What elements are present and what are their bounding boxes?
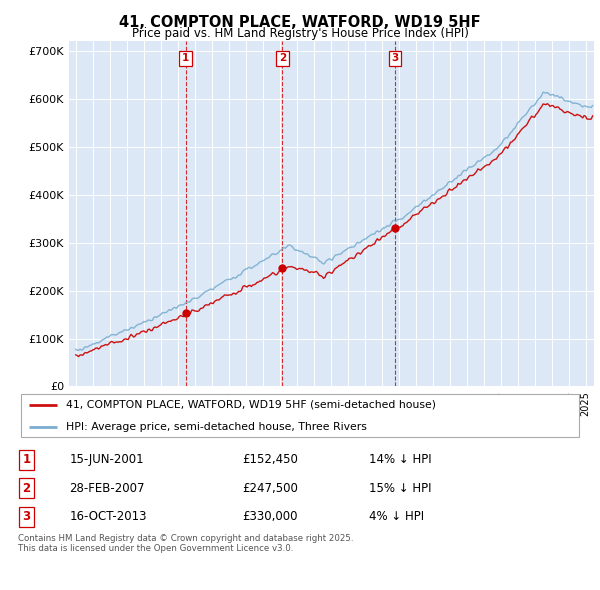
Text: Price paid vs. HM Land Registry's House Price Index (HPI): Price paid vs. HM Land Registry's House … bbox=[131, 27, 469, 40]
Text: 15% ↓ HPI: 15% ↓ HPI bbox=[369, 481, 431, 495]
Text: 3: 3 bbox=[391, 53, 398, 63]
Text: 4% ↓ HPI: 4% ↓ HPI bbox=[369, 510, 424, 523]
Text: 1: 1 bbox=[22, 453, 31, 466]
Text: 16-OCT-2013: 16-OCT-2013 bbox=[70, 510, 147, 523]
Text: 15-JUN-2001: 15-JUN-2001 bbox=[70, 453, 144, 466]
Text: HPI: Average price, semi-detached house, Three Rivers: HPI: Average price, semi-detached house,… bbox=[66, 422, 367, 432]
Text: Contains HM Land Registry data © Crown copyright and database right 2025.
This d: Contains HM Land Registry data © Crown c… bbox=[18, 534, 353, 553]
Text: 2: 2 bbox=[22, 481, 31, 495]
Text: 1: 1 bbox=[182, 53, 189, 63]
Text: 2: 2 bbox=[279, 53, 286, 63]
Text: 14% ↓ HPI: 14% ↓ HPI bbox=[369, 453, 432, 466]
Text: £247,500: £247,500 bbox=[242, 481, 298, 495]
Text: £330,000: £330,000 bbox=[242, 510, 298, 523]
FancyBboxPatch shape bbox=[21, 394, 579, 437]
Text: 3: 3 bbox=[22, 510, 31, 523]
Text: £152,450: £152,450 bbox=[242, 453, 298, 466]
Text: 41, COMPTON PLACE, WATFORD, WD19 5HF (semi-detached house): 41, COMPTON PLACE, WATFORD, WD19 5HF (se… bbox=[66, 399, 436, 409]
Text: 41, COMPTON PLACE, WATFORD, WD19 5HF: 41, COMPTON PLACE, WATFORD, WD19 5HF bbox=[119, 15, 481, 30]
Text: 28-FEB-2007: 28-FEB-2007 bbox=[70, 481, 145, 495]
